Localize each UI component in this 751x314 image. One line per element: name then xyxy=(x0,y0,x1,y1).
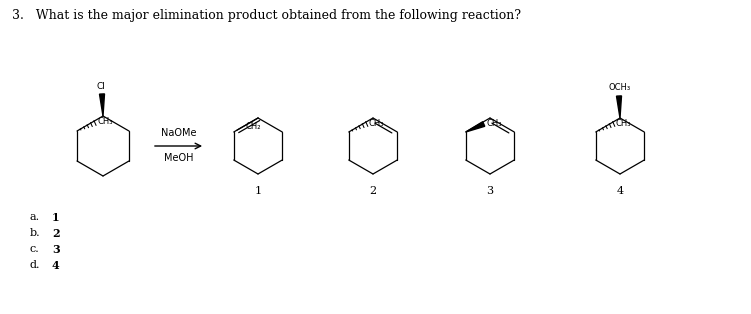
Polygon shape xyxy=(466,122,484,132)
Text: 2: 2 xyxy=(52,228,59,239)
Text: 4: 4 xyxy=(617,186,623,196)
Text: 1: 1 xyxy=(255,186,261,196)
Polygon shape xyxy=(99,94,104,116)
Text: 1: 1 xyxy=(52,212,59,223)
Text: 3: 3 xyxy=(487,186,493,196)
Text: MeOH: MeOH xyxy=(164,153,193,163)
Text: b.: b. xyxy=(30,228,41,238)
Text: CH₃: CH₃ xyxy=(369,118,385,127)
Text: 3.   What is the major elimination product obtained from the following reaction?: 3. What is the major elimination product… xyxy=(12,9,521,22)
Text: d.: d. xyxy=(30,260,41,270)
Polygon shape xyxy=(617,96,622,118)
Text: 3: 3 xyxy=(52,244,60,255)
Text: CH₃: CH₃ xyxy=(616,118,632,127)
Text: 2: 2 xyxy=(369,186,376,196)
Text: a.: a. xyxy=(30,212,40,222)
Text: NaOMe: NaOMe xyxy=(161,128,196,138)
Text: c.: c. xyxy=(30,244,40,254)
Text: Cl: Cl xyxy=(97,82,105,91)
Text: CH₂: CH₂ xyxy=(246,122,261,131)
Text: OCH₃: OCH₃ xyxy=(609,83,631,92)
Text: CH₃: CH₃ xyxy=(97,117,113,127)
Text: 4: 4 xyxy=(52,260,60,271)
Text: CH₃: CH₃ xyxy=(487,118,502,127)
